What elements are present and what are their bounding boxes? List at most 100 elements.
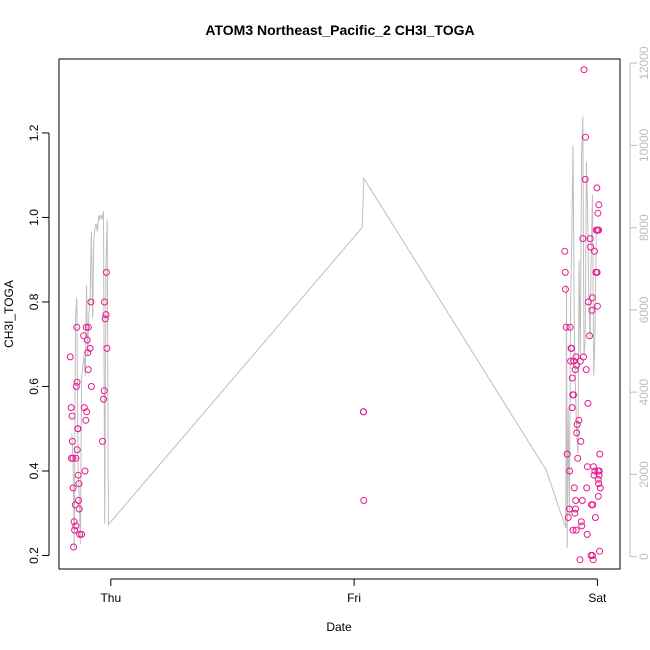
data-point xyxy=(562,323,570,331)
data-point xyxy=(583,463,591,471)
data-point xyxy=(570,391,577,399)
data-point xyxy=(566,323,574,331)
x-tick-label: Thu xyxy=(100,591,121,605)
data-point xyxy=(561,247,569,255)
data-point xyxy=(584,298,592,306)
data-point xyxy=(577,518,585,526)
data-point xyxy=(71,526,79,534)
data-point xyxy=(594,492,602,500)
data-point xyxy=(593,184,601,192)
data-point xyxy=(74,471,82,479)
data-point xyxy=(583,484,591,492)
data-point xyxy=(574,454,582,462)
data-point xyxy=(69,454,77,462)
data-point xyxy=(101,315,109,323)
data-point xyxy=(70,543,78,551)
x-axis-label: Date xyxy=(326,620,352,634)
data-point xyxy=(594,475,602,483)
data-point xyxy=(100,387,108,395)
y2-tick-label: 8000 xyxy=(637,214,650,241)
data-point xyxy=(102,268,110,276)
data-point xyxy=(67,404,75,412)
data-point xyxy=(83,408,91,416)
y-tick-label: 1.2 xyxy=(27,124,41,141)
data-point xyxy=(68,437,76,445)
data-point xyxy=(591,467,599,475)
x-tick-label: Sat xyxy=(588,591,607,605)
plot-frame xyxy=(58,58,621,570)
data-point xyxy=(591,247,598,255)
data-point xyxy=(580,353,587,361)
data-point xyxy=(569,526,577,534)
data-point xyxy=(595,480,603,488)
data-point xyxy=(360,408,368,416)
data-point xyxy=(73,378,81,386)
y2-tick-label: 0 xyxy=(637,553,650,560)
series-line xyxy=(71,116,598,549)
data-point xyxy=(561,268,569,276)
data-point xyxy=(572,526,580,534)
data-point xyxy=(568,404,576,412)
data-point xyxy=(586,332,594,340)
data-point xyxy=(595,467,603,475)
data-point xyxy=(596,484,604,492)
data-point xyxy=(577,437,585,445)
data-point xyxy=(86,344,94,352)
data-point xyxy=(101,298,108,306)
data-point xyxy=(583,530,591,538)
y-axis-label: CH3I_TOGA xyxy=(2,280,16,348)
data-point xyxy=(87,383,95,390)
y-axis: 0.2 0.4 0.6 0.8 1.0 1.2 xyxy=(27,124,50,564)
y2-tick-label: 2000 xyxy=(637,461,650,488)
data-point xyxy=(589,552,596,559)
y2-axis: 0 2000 4000 6000 8000 10000 12000 xyxy=(629,46,650,560)
data-point xyxy=(576,556,584,564)
data-point xyxy=(578,522,586,530)
data-point xyxy=(75,497,82,504)
data-point xyxy=(584,399,592,407)
data-point xyxy=(80,332,88,340)
data-point xyxy=(84,323,92,331)
data-point xyxy=(68,412,76,420)
data-point xyxy=(579,235,587,243)
data-point xyxy=(588,306,596,314)
data-point xyxy=(562,285,569,293)
data-point xyxy=(99,437,106,445)
data-point xyxy=(589,501,597,509)
x-axis: Thu Fri Sat xyxy=(100,578,607,605)
data-point xyxy=(73,323,81,331)
data-point xyxy=(360,497,368,504)
data-point xyxy=(596,547,604,555)
y-tick-label: 0.4 xyxy=(27,462,41,479)
data-point xyxy=(595,201,603,209)
data-point xyxy=(572,353,580,361)
data-point xyxy=(75,505,83,513)
data-point xyxy=(66,353,74,361)
data-point xyxy=(595,471,603,479)
data-point xyxy=(76,530,84,538)
data-point xyxy=(100,395,107,403)
data-point xyxy=(568,374,576,382)
data-point xyxy=(572,505,579,513)
data-point xyxy=(571,509,579,517)
data-point xyxy=(75,480,83,488)
data-point xyxy=(82,416,90,424)
y2-tick-label: 12000 xyxy=(637,46,650,80)
data-point xyxy=(582,366,590,374)
data-point xyxy=(567,357,575,365)
data-point xyxy=(571,366,579,374)
data-point xyxy=(87,298,95,306)
data-point xyxy=(580,66,588,74)
data-point xyxy=(69,484,77,492)
data-point xyxy=(581,175,589,183)
data-point xyxy=(82,323,90,331)
data-point xyxy=(70,518,78,526)
y-tick-label: 0.6 xyxy=(27,378,41,395)
data-point xyxy=(81,467,89,475)
data-point xyxy=(72,454,80,462)
data-point xyxy=(83,336,91,344)
data-point xyxy=(573,361,580,369)
data-point xyxy=(72,522,80,530)
data-point xyxy=(596,450,604,458)
